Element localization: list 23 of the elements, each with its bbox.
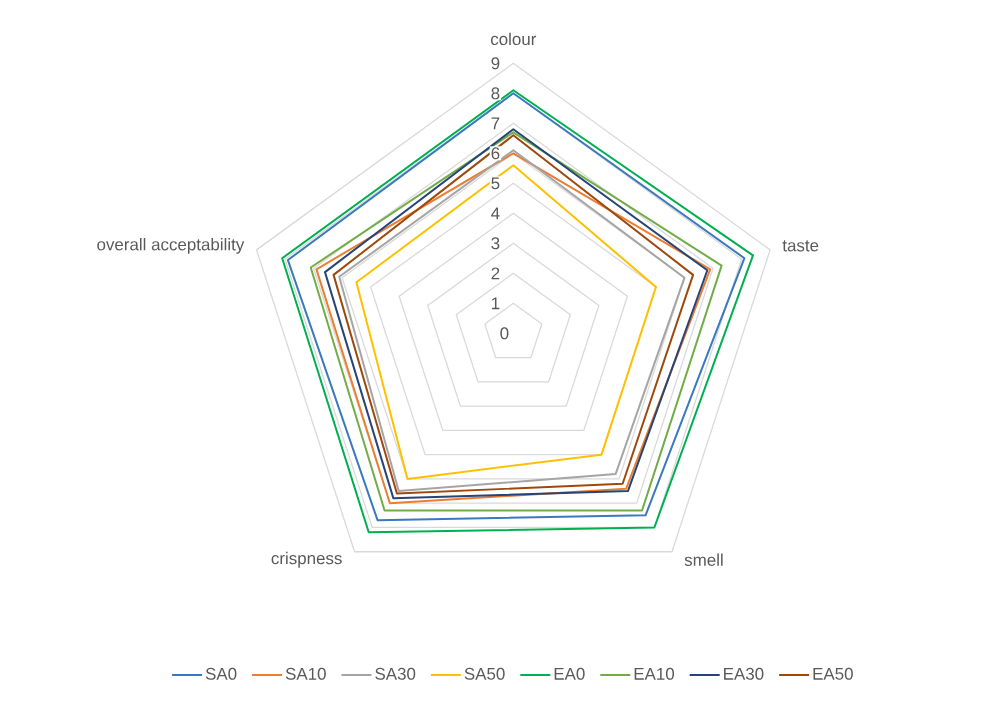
y-tick-label: 0 — [500, 327, 509, 340]
y-tick-label: 7 — [491, 117, 500, 130]
legend-label: SA0 — [205, 667, 237, 680]
y-tick-label: 8 — [491, 87, 500, 100]
legend-label: EA30 — [724, 667, 764, 680]
y-tick-label: 6 — [491, 147, 500, 160]
legend-label: EA50 — [813, 667, 853, 680]
spoke-label: overall acceptability — [97, 237, 245, 254]
spoke-label: taste — [782, 240, 819, 252]
spoke-label: colour — [490, 32, 537, 46]
y-tick-label: 3 — [491, 237, 500, 250]
legend-label: EA10 — [634, 667, 675, 680]
y-tick-label: 1 — [491, 297, 500, 310]
legend-label: SA10 — [285, 667, 326, 680]
y-tick-label: 9 — [491, 57, 500, 70]
y-tick-label: 5 — [491, 177, 500, 190]
legend-label: SA30 — [375, 667, 416, 680]
legend-label: SA50 — [464, 667, 505, 680]
y-tick-label: 2 — [491, 267, 500, 280]
spoke-label: smell — [684, 553, 723, 566]
y-tick-label: 4 — [491, 207, 500, 220]
spoke-label: crispness — [271, 551, 342, 568]
legend-label: EA0 — [554, 667, 585, 680]
